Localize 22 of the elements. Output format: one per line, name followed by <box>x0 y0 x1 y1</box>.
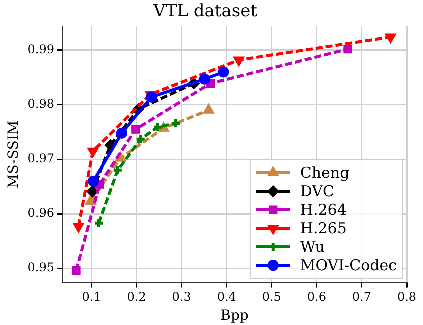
chart-title: VTL dataset <box>152 2 258 22</box>
legend-label: H.264 <box>300 200 347 219</box>
x-tick-label: 0.7 <box>352 290 372 304</box>
y-tick-label: 0.99 <box>28 42 55 57</box>
legend-label: H.265 <box>300 219 347 238</box>
x-axis-title: Bpp <box>220 308 249 324</box>
x-tick-label: 0.2 <box>127 290 146 304</box>
y-tick-label: 0.95 <box>28 260 55 275</box>
legend-label: DVC <box>300 182 334 200</box>
legend-label: Cheng <box>300 164 350 182</box>
x-tick-label: 0.1 <box>82 290 102 304</box>
x-tick-label: 0.6 <box>307 290 326 304</box>
legend-label: MOVI-Codec <box>300 256 398 274</box>
y-tick-label: 0.96 <box>28 206 55 220</box>
y-tick-label: 0.98 <box>28 97 55 112</box>
x-tick-label: 0.8 <box>397 290 417 304</box>
legend-label: Wu <box>300 238 326 256</box>
y-axis-title: MS-SSIM <box>6 120 22 189</box>
x-tick-label: 0.5 <box>262 290 282 304</box>
x-tick-label: 0.3 <box>172 290 192 304</box>
y-tick-label: 0.97 <box>28 152 55 166</box>
x-tick-label: 0.4 <box>217 290 237 304</box>
